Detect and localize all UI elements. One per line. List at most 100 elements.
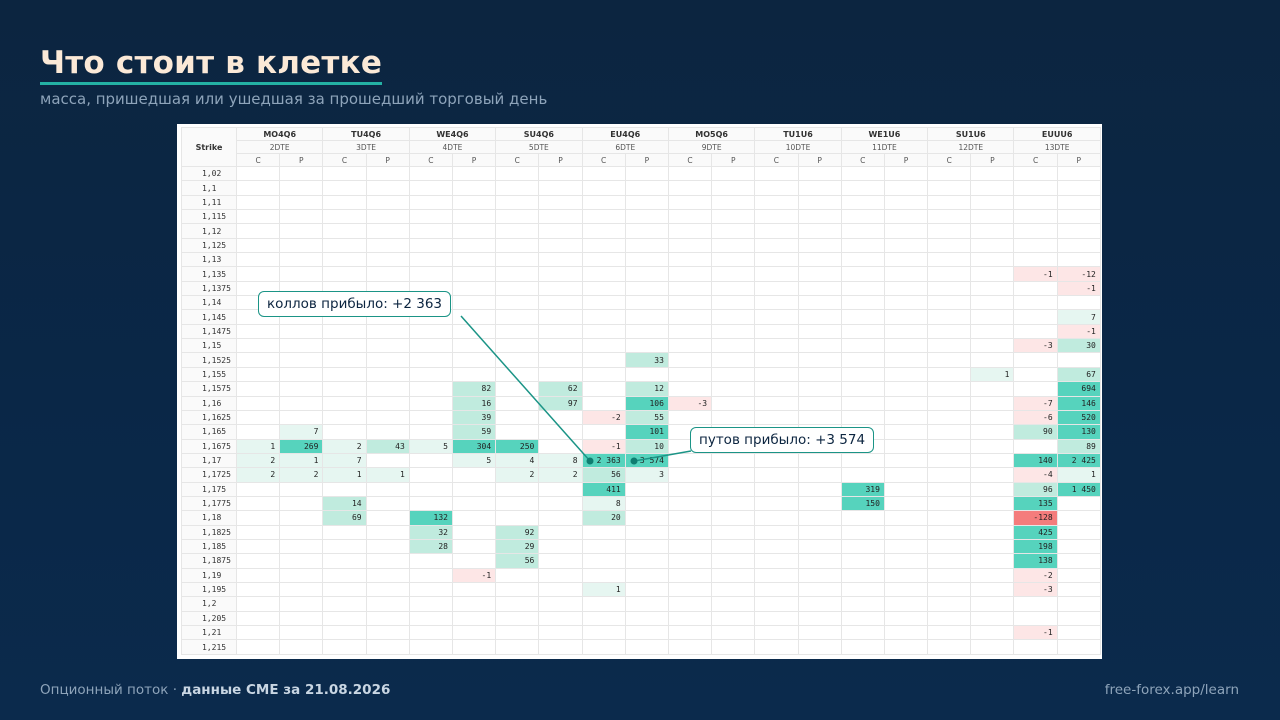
put-flow-cell xyxy=(365,237,410,254)
put-flow-cell xyxy=(1056,624,1101,641)
put-flow-cell xyxy=(797,338,842,354)
call-flow-cell xyxy=(840,352,885,368)
put-flow-cell xyxy=(883,567,929,583)
call-flow-cell xyxy=(408,581,453,598)
strike-cell: 1,02 xyxy=(181,165,237,182)
expiry-dte-header: 12DTE xyxy=(927,140,1015,154)
call-flow-cell xyxy=(235,424,281,440)
call-flow-cell xyxy=(581,165,626,182)
put-flow-cell xyxy=(797,581,842,598)
call-flow-cell xyxy=(667,352,713,368)
call-flow-cell xyxy=(754,452,799,469)
put-flow-cell xyxy=(451,180,497,196)
put-flow-cell xyxy=(970,624,1015,641)
put-flow-cell: -1 xyxy=(1056,323,1101,340)
put-flow-cell xyxy=(279,366,324,383)
call-flow-cell xyxy=(840,237,885,254)
call-flow-cell xyxy=(235,194,281,211)
put-flow-cell xyxy=(883,639,929,655)
call-flow-cell xyxy=(495,165,540,182)
table-row: 1,16 16 97 106 -3 -7 146 xyxy=(181,395,1101,411)
put-flow-cell xyxy=(1056,495,1101,512)
call-column-header: C xyxy=(408,153,453,167)
call-flow-cell xyxy=(322,165,367,182)
footer-site-link[interactable]: free-forex.app/learn xyxy=(1104,682,1239,698)
put-flow-cell xyxy=(1056,194,1101,211)
call-flow-cell xyxy=(840,409,885,426)
strike-cell: 1,165 xyxy=(181,424,237,440)
call-flow-cell xyxy=(408,395,453,411)
put-flow-cell xyxy=(279,381,324,397)
expiry-code-header: TU1U6 xyxy=(754,127,842,141)
put-flow-cell xyxy=(1056,237,1101,254)
call-flow-cell: 96 xyxy=(1013,481,1058,497)
call-flow-cell xyxy=(495,309,540,325)
put-flow-cell: 67 xyxy=(1056,366,1101,383)
call-flow-cell xyxy=(927,180,972,196)
call-flow-cell xyxy=(581,610,626,627)
put-flow-cell xyxy=(1056,352,1101,368)
put-flow-cell xyxy=(711,553,756,569)
call-flow-cell xyxy=(840,381,885,397)
put-flow-cell xyxy=(1056,610,1101,627)
put-flow-cell xyxy=(451,481,497,497)
call-flow-cell xyxy=(408,381,453,397)
put-flow-cell: 304 xyxy=(451,438,497,454)
call-flow-cell xyxy=(235,252,281,268)
call-flow-cell: 29 xyxy=(495,538,540,555)
put-flow-cell xyxy=(883,624,929,641)
call-flow-cell: 2 xyxy=(495,467,540,483)
call-flow-cell xyxy=(840,639,885,655)
put-flow-cell xyxy=(883,323,929,340)
put-flow-cell xyxy=(538,481,583,497)
strike-cell: 1,175 xyxy=(181,481,237,497)
call-flow-cell: 69 xyxy=(322,510,367,526)
put-flow-cell xyxy=(538,596,583,612)
put-flow-cell xyxy=(451,252,497,268)
strike-cell: 1,145 xyxy=(181,309,237,325)
call-flow-cell xyxy=(235,223,281,239)
call-flow-cell xyxy=(840,624,885,641)
put-flow-cell xyxy=(711,538,756,555)
table-row: 1,19 -1 -2 xyxy=(181,567,1101,583)
table-row: 1,1575 82 62 12 694 xyxy=(181,381,1101,397)
put-flow-cell xyxy=(538,309,583,325)
put-flow-cell: 12 xyxy=(624,381,669,397)
put-flow-cell xyxy=(970,639,1015,655)
call-flow-cell xyxy=(927,409,972,426)
call-flow-cell: 140 xyxy=(1013,452,1058,469)
call-column-header: C xyxy=(754,153,799,167)
put-flow-cell xyxy=(451,467,497,483)
strike-cell: 1,11 xyxy=(181,194,237,211)
expiry-dte-header: 2DTE xyxy=(235,140,324,154)
put-flow-cell xyxy=(711,338,756,354)
call-flow-cell xyxy=(495,280,540,297)
put-flow-cell xyxy=(538,237,583,254)
call-flow-cell xyxy=(927,438,972,454)
call-flow-cell xyxy=(840,553,885,569)
put-flow-cell xyxy=(538,366,583,383)
call-flow-cell xyxy=(408,165,453,182)
expiry-code-header: MO5Q6 xyxy=(667,127,756,141)
call-flow-cell xyxy=(322,194,367,211)
put-flow-cell: -1 xyxy=(1056,280,1101,297)
put-flow-cell xyxy=(883,581,929,598)
strike-cell: 1,16 xyxy=(181,395,237,411)
call-flow-cell xyxy=(754,610,799,627)
call-flow-cell xyxy=(581,209,626,225)
table-row: 1,11 xyxy=(181,194,1101,211)
put-flow-cell xyxy=(1056,581,1101,598)
call-flow-cell xyxy=(667,524,713,540)
put-flow-cell xyxy=(279,165,324,182)
call-flow-cell xyxy=(754,280,799,297)
put-flow-cell xyxy=(711,280,756,297)
expiry-dte-header: 11DTE xyxy=(840,140,929,154)
call-flow-cell xyxy=(235,624,281,641)
put-flow-cell xyxy=(1056,639,1101,655)
call-flow-cell xyxy=(495,510,540,526)
put-flow-cell xyxy=(797,237,842,254)
put-flow-cell xyxy=(624,524,669,540)
call-flow-cell xyxy=(581,381,626,397)
put-flow-cell xyxy=(797,180,842,196)
put-flow-cell xyxy=(797,495,842,512)
